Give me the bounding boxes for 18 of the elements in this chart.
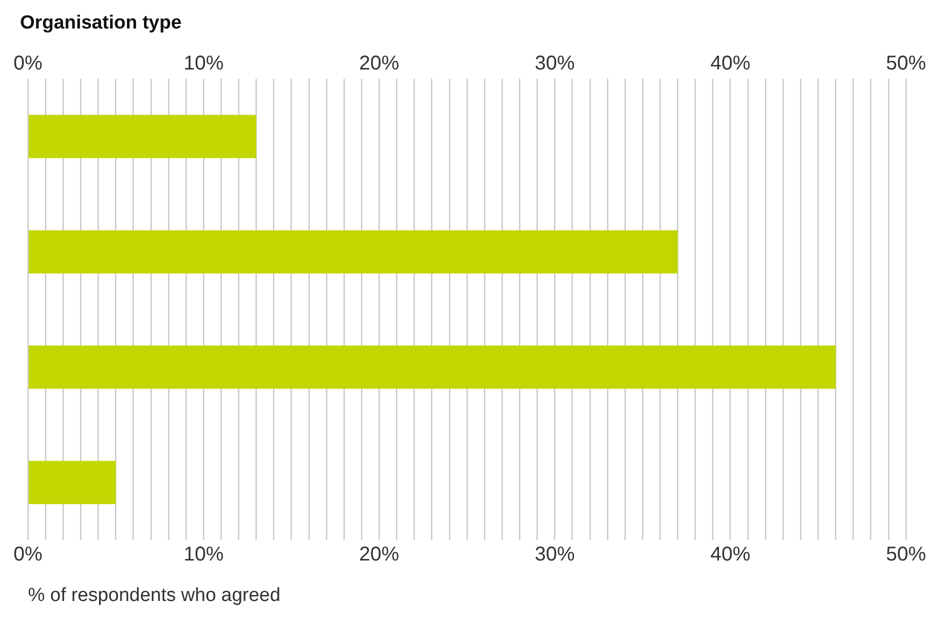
bar <box>28 346 836 389</box>
x2-tick-label: 10% <box>184 52 224 74</box>
x-tick-label: 10% <box>184 544 224 566</box>
x2-tick-label: 30% <box>534 52 576 74</box>
x-tick-label: 30% <box>534 544 576 566</box>
bar <box>28 460 116 504</box>
x-axis-title: % of respondents who agreed <box>28 584 280 606</box>
chart-title: Organisation type <box>20 12 182 34</box>
x2-tick-label: 50% <box>886 52 926 74</box>
x-tick-label: 40% <box>710 544 751 566</box>
x2-tick-label: 0% <box>14 52 43 74</box>
x-tick-label: 20% <box>359 544 400 566</box>
x2-tick-label: 40% <box>710 52 751 74</box>
x2-tick-label: 20% <box>359 52 400 74</box>
bar <box>28 114 256 158</box>
x-tick-label: 0% <box>14 544 43 566</box>
x-tick-label: 50% <box>886 544 926 566</box>
bar <box>28 230 678 274</box>
